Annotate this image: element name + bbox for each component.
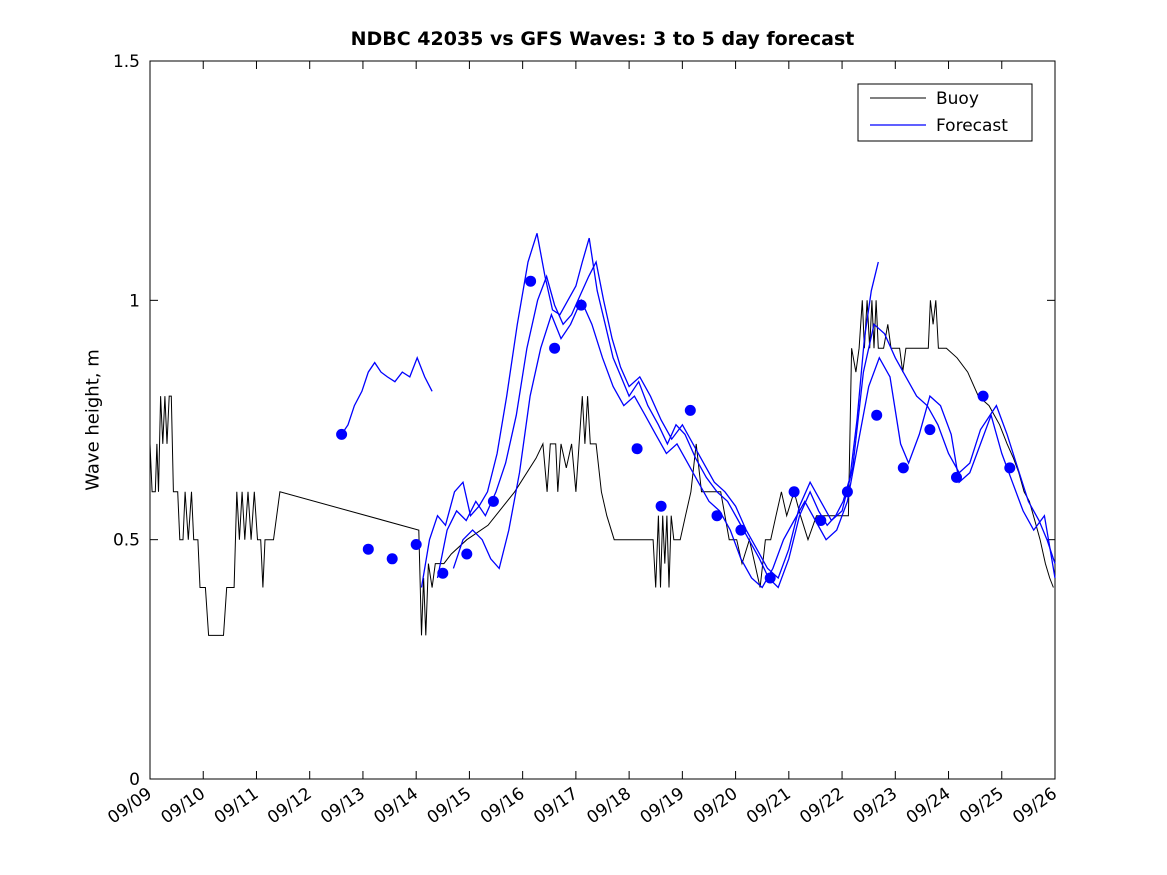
x-tick-label: 09/22 xyxy=(796,784,848,828)
buoy-line xyxy=(149,300,1054,636)
x-tick-label: 09/20 xyxy=(690,784,742,828)
forecast-marker xyxy=(735,524,747,536)
x-tick-label: 09/25 xyxy=(956,784,1008,828)
x-tick-label: 09/23 xyxy=(850,784,902,828)
forecast-marker xyxy=(631,443,643,455)
x-tick-label: 09/18 xyxy=(583,784,635,828)
x-tick-label: 09/09 xyxy=(104,784,156,828)
legend-label-forecast: Forecast xyxy=(936,116,1008,136)
forecast-marker xyxy=(788,486,800,498)
forecast-marker xyxy=(336,428,348,440)
forecast-marker xyxy=(951,471,962,483)
x-tick-label: 09/15 xyxy=(424,784,476,828)
forecast-marker xyxy=(711,510,723,522)
forecast-marker xyxy=(977,390,989,402)
forecast-marker xyxy=(487,495,499,507)
legend-box[interactable] xyxy=(857,83,1033,142)
y-tick-label: 1.5 xyxy=(113,52,140,72)
x-tick-label: 09/17 xyxy=(530,784,582,828)
axes-box xyxy=(149,60,1056,780)
forecast-marker xyxy=(575,299,587,311)
forecast-marker xyxy=(437,567,449,579)
forecast-marker xyxy=(684,404,696,416)
forecast-marker xyxy=(841,486,853,498)
x-tick-label: 09/11 xyxy=(211,784,263,828)
forecast-marker xyxy=(410,539,422,550)
forecast-marker xyxy=(386,553,398,565)
x-tick-label: 09/21 xyxy=(743,784,795,828)
y-tick-label: 0.5 xyxy=(113,531,140,551)
x-tick-label: 09/24 xyxy=(903,784,955,828)
chart-title: NDBC 42035 vs GFS Waves: 3 to 5 day fore… xyxy=(350,28,855,50)
forecast-line-3 xyxy=(436,260,1056,580)
forecast-line-2 xyxy=(420,233,879,589)
x-tick-label: 09/26 xyxy=(1009,784,1061,828)
forecast-marker xyxy=(1004,462,1016,474)
forecast-marker xyxy=(655,500,667,512)
y-tick-label: 1 xyxy=(129,291,140,311)
forecast-line-1 xyxy=(341,356,433,435)
x-tick-label: 09/14 xyxy=(370,784,422,828)
forecast-marker xyxy=(871,409,883,421)
x-tick-label: 09/12 xyxy=(264,784,316,828)
forecast-marker xyxy=(461,548,473,560)
x-tick-label: 09/16 xyxy=(477,784,529,828)
x-tick-label: 09/19 xyxy=(637,784,689,828)
x-tick-label: 09/13 xyxy=(317,784,369,828)
forecast-marker xyxy=(924,424,936,436)
forecast-marker xyxy=(764,572,776,584)
forecast-line-4 xyxy=(452,298,1056,589)
legend-label-buoy: Buoy xyxy=(936,89,979,109)
y-tick-label: 0 xyxy=(129,770,140,790)
forecast-marker xyxy=(897,462,909,474)
x-tick-label: 09/10 xyxy=(157,784,209,828)
forecast-marker xyxy=(362,543,374,555)
forecast-marker xyxy=(525,275,537,287)
forecast-marker xyxy=(549,342,561,354)
forecast-marker xyxy=(815,515,827,526)
